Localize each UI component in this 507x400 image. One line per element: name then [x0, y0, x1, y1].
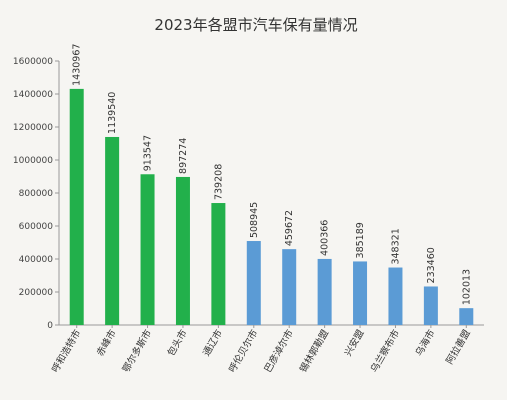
bar — [388, 267, 403, 325]
x-tick-label: 巴彦淖尔市 — [262, 327, 296, 375]
bar — [105, 136, 120, 325]
x-tick-label: 阿拉善盟 — [443, 327, 473, 366]
bars — [69, 88, 474, 325]
x-tick-label: 包头市 — [165, 327, 190, 358]
x-tick-label: 赤峰市 — [94, 327, 119, 358]
data-label: 508945 — [249, 202, 260, 238]
data-label: 897274 — [178, 138, 189, 174]
x-tick-label: 锡林郭勒盟 — [297, 327, 331, 375]
data-label: 233460 — [426, 247, 437, 283]
x-tick-label: 呼和浩特市 — [49, 327, 83, 375]
bar — [69, 88, 84, 325]
chart-title: 2023年各盟市汽车保有量情况 — [154, 16, 357, 34]
data-labels: 1430967 1139540 913547 897274 739208 508945 45… — [72, 44, 473, 306]
y-tick-label: 800000 — [19, 189, 54, 199]
y-tick-label: 600000 — [19, 222, 54, 232]
x-tick-label: 呼伦贝尔市 — [226, 327, 260, 375]
x-tick-label: 兴安盟 — [342, 327, 367, 358]
data-label: 400366 — [320, 220, 331, 256]
bar — [353, 261, 368, 325]
data-label: 1139540 — [107, 92, 118, 134]
x-tick-label: 鄂尔多斯市 — [120, 327, 154, 375]
y-axis: 0 200000 400000 600000 800000 1000000 1200000 1… — [13, 57, 59, 331]
bar — [140, 174, 155, 325]
y-tick-label: 200000 — [19, 288, 54, 298]
data-label: 1430967 — [72, 44, 83, 86]
bar — [459, 308, 474, 325]
bar — [211, 203, 226, 325]
bar — [246, 241, 261, 325]
y-tick-label: 400000 — [19, 255, 54, 265]
data-label: 102013 — [461, 269, 472, 305]
y-tick-label: 1000000 — [13, 156, 53, 166]
data-label: 459672 — [284, 210, 295, 246]
data-label: 385189 — [355, 222, 366, 258]
data-label: 348321 — [390, 228, 401, 264]
bar — [282, 249, 297, 325]
bar — [175, 176, 190, 325]
data-label: 913547 — [143, 135, 154, 171]
x-tick-label: 通辽市 — [200, 327, 225, 358]
y-tick-label: 1200000 — [13, 123, 53, 133]
y-tick-label: 1400000 — [13, 90, 53, 100]
y-tick-label: 0 — [47, 321, 53, 331]
x-tick-label: 乌兰察布市 — [368, 327, 402, 375]
x-axis: 呼和浩特市 赤峰市 鄂尔多斯市 包头市 通辽市 呼伦贝尔市 巴彦淖尔市 锡林郭勒盟 兴安盟 乌兰察… — [49, 325, 473, 375]
bar — [423, 286, 438, 325]
data-label: 739208 — [213, 164, 224, 200]
y-tick-label: 1600000 — [13, 57, 53, 67]
bar — [317, 258, 332, 325]
x-tick-label: 乌海市 — [413, 327, 438, 358]
